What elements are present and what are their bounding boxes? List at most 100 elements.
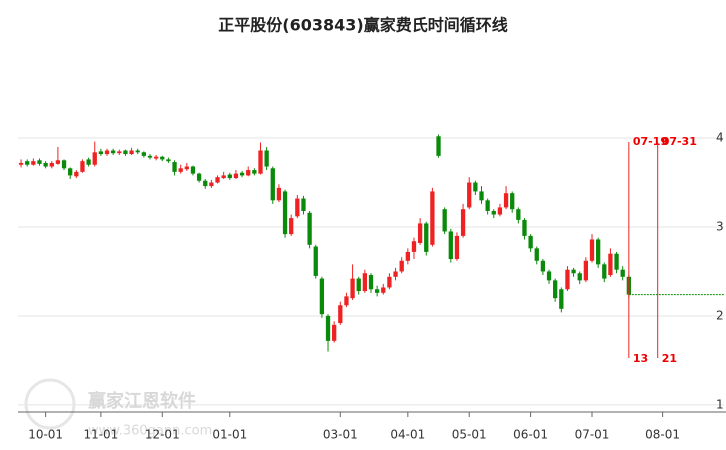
candle-body <box>479 191 484 201</box>
candle-body <box>61 160 67 169</box>
candle-body <box>405 251 410 261</box>
x-tick-label: 07-01 <box>575 428 610 442</box>
candle-body <box>362 273 368 292</box>
candle-body <box>184 166 189 170</box>
candle-body <box>86 159 91 165</box>
candle-body <box>141 152 147 156</box>
x-tick-label: 08-01 <box>645 428 680 442</box>
candle-body <box>571 269 576 274</box>
candle-body <box>172 162 177 172</box>
candle-body <box>270 168 275 201</box>
candle-body <box>123 150 128 155</box>
candle-body <box>98 151 104 155</box>
candle-body <box>497 207 503 215</box>
candle-body <box>258 150 263 174</box>
candle-body <box>209 182 214 187</box>
candle-body <box>80 161 85 172</box>
candle-body <box>227 174 232 179</box>
candle-body <box>608 253 613 276</box>
candle-body <box>436 136 441 156</box>
candle-body <box>602 264 607 279</box>
candle-body <box>424 223 429 252</box>
candle-body <box>68 168 73 176</box>
x-tick-label: 12-01 <box>145 428 180 442</box>
y-tick-label: 3 <box>716 219 724 233</box>
candle-body <box>282 191 288 235</box>
candle-body <box>178 168 183 172</box>
candle-body <box>264 150 269 167</box>
candle-body <box>31 161 36 165</box>
candle-body <box>160 156 165 160</box>
candle-body <box>246 170 251 176</box>
candle-body <box>203 180 208 187</box>
x-tick-label: 11-01 <box>83 428 118 442</box>
watermark-logo <box>24 378 76 430</box>
watermark-text: 赢家江恩软件 <box>88 390 196 412</box>
candle-body <box>620 269 625 277</box>
candle-body <box>135 150 140 153</box>
candle-body <box>325 315 331 341</box>
candle-body <box>129 150 134 155</box>
candle-body <box>374 289 380 293</box>
candle-body <box>583 260 589 281</box>
candle-body <box>491 210 496 215</box>
x-tick-label: 03-01 <box>323 428 358 442</box>
candle-body <box>589 239 595 261</box>
candle-body <box>18 162 24 165</box>
candle-body <box>295 198 300 217</box>
cycle-date: 07-31 <box>662 135 697 148</box>
candle-body <box>546 271 552 281</box>
candle-body <box>460 209 466 236</box>
candle-body <box>196 173 202 181</box>
candle-body <box>166 159 171 162</box>
candle-body <box>516 209 521 220</box>
candle-body <box>442 209 447 232</box>
candle-body <box>344 296 349 306</box>
y-tick-label: 2 <box>716 308 724 322</box>
candle-body <box>393 271 398 277</box>
candle-body <box>338 305 343 324</box>
candle-body <box>215 177 220 183</box>
candle-body <box>503 193 509 208</box>
cycle-date: 07-19 <box>633 135 668 148</box>
candle-body <box>117 151 122 154</box>
y-tick-label: 1 <box>716 397 724 411</box>
x-tick-label: 05-01 <box>452 428 487 442</box>
candle-body <box>381 287 386 293</box>
candle-body <box>528 235 533 249</box>
candle-body <box>399 260 404 272</box>
candle-body <box>111 150 116 154</box>
candle-body <box>430 191 435 245</box>
candle-body <box>595 239 601 265</box>
candle-body <box>190 166 196 174</box>
candle-body <box>553 280 558 299</box>
x-tick-label: 01-01 <box>212 428 247 442</box>
chart-title: 正平股份(603843)赢家费氏时间循环线 <box>218 16 507 35</box>
watermark-url: www.360gann.com <box>88 424 212 439</box>
cycle-count: 13 <box>633 352 648 365</box>
x-tick-label: 04-01 <box>390 428 425 442</box>
candle-body <box>510 193 515 210</box>
candle-body <box>301 198 306 211</box>
candle-body <box>522 219 527 236</box>
candle-body <box>239 172 245 176</box>
candle-body <box>417 223 423 244</box>
candle-body <box>614 253 619 270</box>
candle-body <box>307 212 312 245</box>
candle-body <box>565 269 570 290</box>
candle-body <box>252 170 257 174</box>
cycle-count: 21 <box>662 352 677 365</box>
x-tick-label: 06-01 <box>513 428 548 442</box>
candle-body <box>387 276 392 288</box>
candle-body <box>276 187 282 201</box>
candle-body <box>43 162 48 167</box>
candle-body <box>368 275 374 290</box>
candle-body <box>540 260 546 272</box>
candle-body <box>559 289 564 309</box>
candle-body <box>49 162 54 167</box>
candle-body <box>473 182 478 192</box>
candle-body <box>233 173 239 179</box>
candle-body <box>92 152 97 165</box>
